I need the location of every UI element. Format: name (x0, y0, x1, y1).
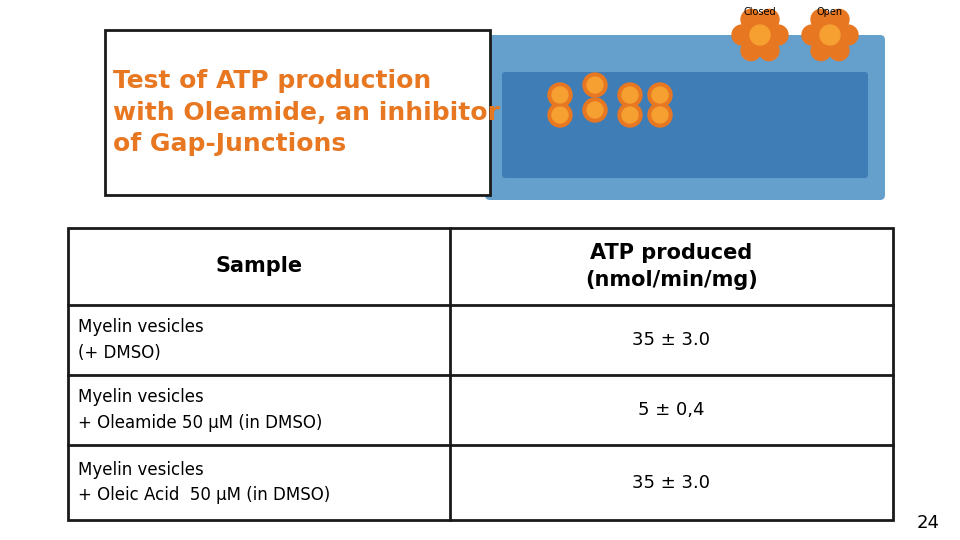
Circle shape (820, 25, 840, 45)
Circle shape (548, 103, 572, 127)
Circle shape (802, 25, 822, 45)
Circle shape (732, 25, 752, 45)
Text: Sample: Sample (215, 256, 302, 276)
Circle shape (750, 25, 770, 45)
Circle shape (583, 73, 607, 97)
FancyBboxPatch shape (485, 35, 885, 200)
Circle shape (552, 87, 568, 103)
Text: Test of ATP production
with Oleamide, an inhibitor
of Gap‑Junctions: Test of ATP production with Oleamide, an… (113, 69, 500, 156)
Text: Myelin vesicles
(+ DMSO): Myelin vesicles (+ DMSO) (78, 319, 204, 361)
Text: 5 ± 0,4: 5 ± 0,4 (638, 401, 705, 419)
Circle shape (622, 107, 638, 123)
Circle shape (741, 9, 761, 29)
Text: 24: 24 (917, 514, 940, 532)
Circle shape (587, 77, 603, 93)
Circle shape (552, 107, 568, 123)
Circle shape (648, 103, 672, 127)
Circle shape (548, 83, 572, 107)
Text: 35 ± 3.0: 35 ± 3.0 (633, 331, 710, 349)
Text: Myelin vesicles
+ Oleic Acid  50 μM (in DMSO): Myelin vesicles + Oleic Acid 50 μM (in D… (78, 461, 330, 504)
Circle shape (838, 25, 858, 45)
Circle shape (622, 87, 638, 103)
Circle shape (648, 83, 672, 107)
Text: Myelin vesicles
+ Oleamide 50 μM (in DMSO): Myelin vesicles + Oleamide 50 μM (in DMS… (78, 388, 323, 431)
Circle shape (618, 103, 642, 127)
Bar (105, 30, 490, 195)
Circle shape (741, 40, 761, 60)
Bar (68, 228, 893, 520)
Circle shape (583, 98, 607, 122)
Circle shape (811, 9, 831, 29)
Circle shape (768, 25, 788, 45)
Circle shape (811, 40, 831, 60)
Circle shape (652, 87, 668, 103)
Text: Open: Open (817, 7, 843, 17)
Circle shape (587, 102, 603, 118)
Circle shape (652, 107, 668, 123)
Circle shape (829, 40, 849, 60)
Circle shape (829, 9, 849, 29)
Text: ATP produced
(nmol/min/mg): ATP produced (nmol/min/mg) (586, 244, 757, 289)
FancyBboxPatch shape (502, 72, 868, 178)
Circle shape (759, 9, 779, 29)
Text: 35 ± 3.0: 35 ± 3.0 (633, 474, 710, 491)
Text: Closed: Closed (744, 7, 777, 17)
Circle shape (759, 40, 779, 60)
Circle shape (618, 83, 642, 107)
